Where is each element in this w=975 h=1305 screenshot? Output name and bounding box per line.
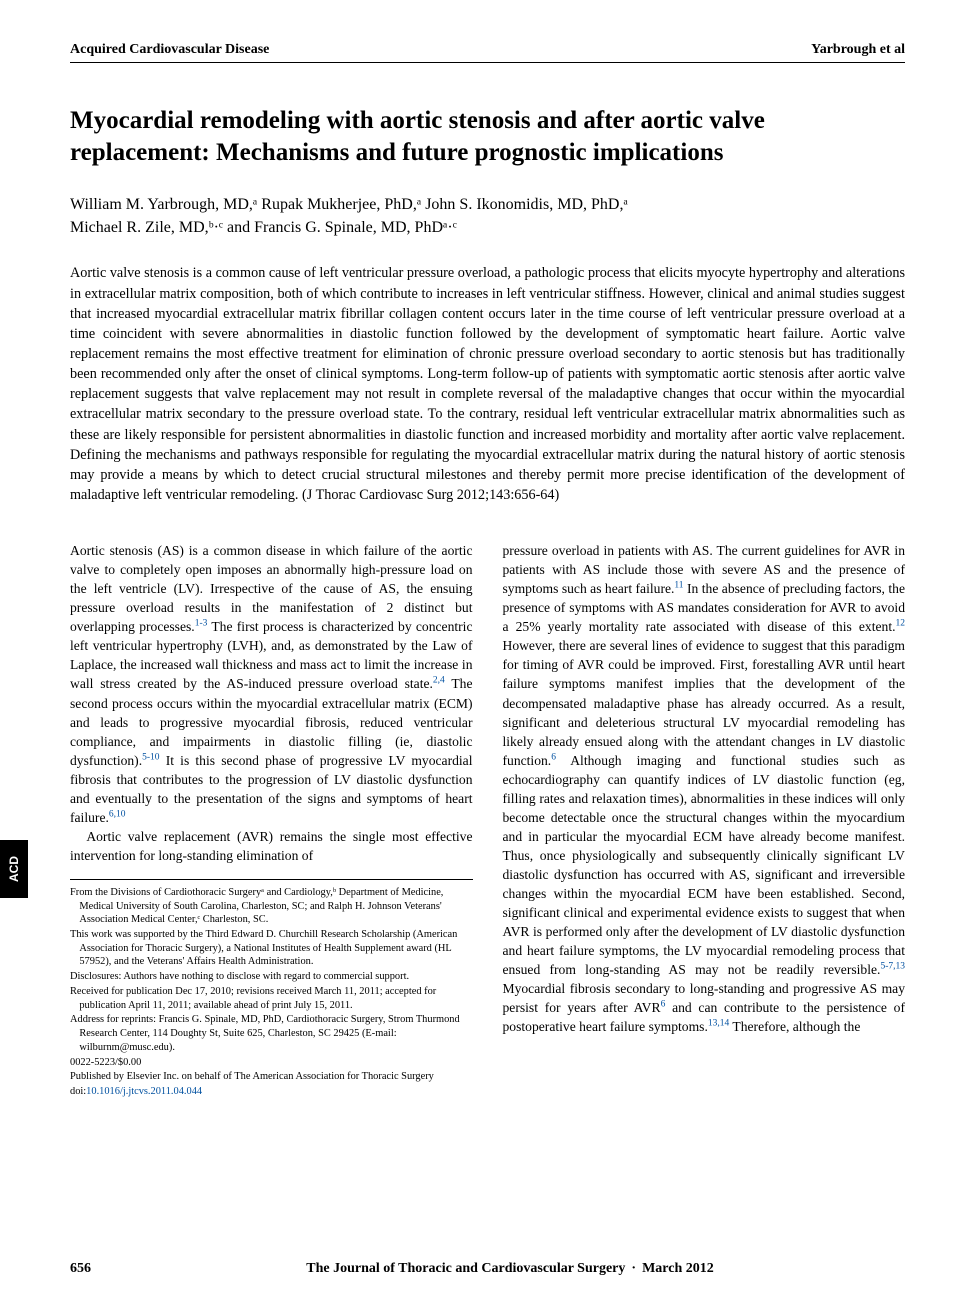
authors-line-2: Michael R. Zile, MD,ᵇ·ᶜ and Francis G. S… [70, 216, 905, 239]
citation-ref[interactable]: 6,10 [109, 809, 126, 819]
article-title: Myocardial remodeling with aortic stenos… [70, 105, 905, 169]
authors-block: William M. Yarbrough, MD,ᵃ Rupak Mukherj… [70, 193, 905, 239]
left-column: Aortic stenosis (AS) is a common disease… [70, 541, 473, 1100]
footnote-doi: doi:10.1016/j.jtcvs.2011.04.044 [70, 1085, 473, 1099]
body-text: Therefore, although the [729, 1019, 860, 1034]
body-text: However, there are several lines of evid… [503, 638, 906, 767]
citation-ref[interactable]: 1-3 [195, 619, 208, 629]
page-number: 656 [70, 1261, 91, 1277]
footnote-issn: 0022-5223/$0.00 [70, 1056, 473, 1070]
citation-ref[interactable]: 5-7,13 [880, 961, 905, 971]
body-columns: Aortic stenosis (AS) is a common disease… [70, 541, 905, 1100]
citation-ref[interactable]: 13,14 [708, 1019, 729, 1029]
footnote-disclosures: Disclosures: Authors have nothing to dis… [70, 970, 473, 984]
footnote-affiliation: From the Divisions of Cardiothoracic Sur… [70, 886, 473, 927]
body-paragraph: pressure overload in patients with AS. T… [503, 541, 906, 1036]
running-head: Acquired Cardiovascular Disease Yarbroug… [70, 42, 905, 63]
authors-line-1: William M. Yarbrough, MD,ᵃ Rupak Mukherj… [70, 193, 905, 216]
citation-ref[interactable]: 12 [896, 619, 906, 629]
journal-name: The Journal of Thoracic and Cardiovascul… [306, 1261, 625, 1276]
footnote-received: Received for publication Dec 17, 2010; r… [70, 985, 473, 1012]
running-head-right: Yarbrough et al [811, 42, 905, 58]
footnote-publisher: Published by Elsevier Inc. on behalf of … [70, 1070, 473, 1084]
footnotes-block: From the Divisions of Cardiothoracic Sur… [70, 879, 473, 1099]
right-column: pressure overload in patients with AS. T… [503, 541, 906, 1100]
page-footer: 656 The Journal of Thoracic and Cardiova… [70, 1261, 905, 1277]
doi-link[interactable]: 10.1016/j.jtcvs.2011.04.044 [86, 1086, 202, 1097]
citation-ref[interactable]: 11 [674, 581, 683, 591]
separator-dot: · [631, 1261, 636, 1276]
journal-issue: March 2012 [642, 1261, 714, 1276]
body-paragraph: Aortic valve replacement (AVR) remains t… [70, 827, 473, 865]
footnote-reprints: Address for reprints: Francis G. Spinale… [70, 1013, 473, 1054]
running-head-left: Acquired Cardiovascular Disease [70, 42, 269, 58]
journal-footer-line: The Journal of Thoracic and Cardiovascul… [115, 1261, 905, 1277]
doi-label: doi: [70, 1086, 86, 1097]
citation-ref[interactable]: 5-10 [142, 752, 159, 762]
abstract: Aortic valve stenosis is a common cause … [70, 263, 905, 505]
page-container: Acquired Cardiovascular Disease Yarbroug… [0, 0, 975, 1305]
body-paragraph: Aortic stenosis (AS) is a common disease… [70, 541, 473, 826]
footnote-funding: This work was supported by the Third Edw… [70, 928, 473, 969]
body-text: Although imaging and functional studies … [503, 753, 906, 977]
citation-ref[interactable]: 2,4 [433, 676, 445, 686]
